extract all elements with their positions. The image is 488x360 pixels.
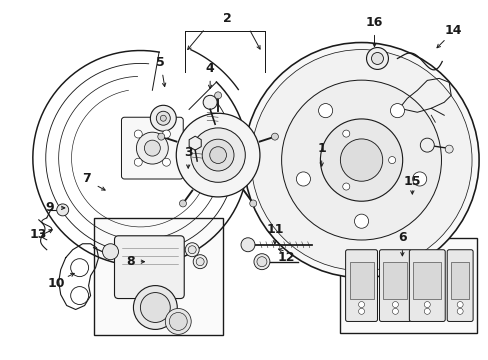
Circle shape [244,42,478,278]
FancyBboxPatch shape [447,250,472,321]
Circle shape [392,302,398,307]
Text: 1: 1 [317,141,325,155]
Circle shape [366,48,387,69]
Circle shape [133,285,177,329]
Text: 5: 5 [156,56,164,69]
Circle shape [193,255,207,269]
Circle shape [271,133,278,140]
Circle shape [185,243,199,257]
Circle shape [160,115,166,121]
Circle shape [342,130,349,137]
Bar [383,262,407,299]
Text: 2: 2 [222,12,231,25]
Circle shape [340,139,382,181]
Circle shape [176,113,260,197]
FancyBboxPatch shape [121,117,183,179]
Circle shape [169,312,187,330]
Bar [93,218,223,336]
Circle shape [150,105,176,131]
Circle shape [214,92,221,99]
FancyBboxPatch shape [379,250,410,321]
Circle shape [190,128,245,182]
Circle shape [424,302,429,307]
Circle shape [424,309,429,314]
Text: 12: 12 [277,251,294,264]
Circle shape [144,140,160,156]
Circle shape [358,302,364,307]
Circle shape [209,147,226,163]
Text: 10: 10 [48,277,65,290]
Text: 4: 4 [205,62,214,75]
Circle shape [318,104,332,118]
Circle shape [71,287,88,305]
Circle shape [140,293,170,323]
Circle shape [420,138,433,152]
Circle shape [162,130,170,138]
Circle shape [392,309,398,314]
Circle shape [250,50,471,271]
Circle shape [203,95,217,109]
Bar [412,262,440,299]
Circle shape [196,258,203,266]
Circle shape [256,257,266,267]
Circle shape [71,259,88,276]
Text: 6: 6 [397,231,406,244]
Bar [339,238,476,333]
Circle shape [281,80,441,240]
Bar [450,262,468,299]
Circle shape [158,133,164,140]
Circle shape [202,139,234,171]
Circle shape [241,238,254,252]
Text: 16: 16 [365,16,383,29]
Circle shape [444,145,452,153]
Circle shape [249,200,256,207]
Circle shape [165,309,191,334]
Circle shape [57,204,68,216]
Circle shape [179,200,186,207]
FancyBboxPatch shape [114,236,184,298]
Circle shape [371,53,383,64]
Circle shape [134,158,142,166]
Text: 3: 3 [183,145,192,159]
FancyBboxPatch shape [408,250,444,321]
Circle shape [354,214,368,228]
Circle shape [456,302,462,307]
Circle shape [134,130,142,138]
Text: 11: 11 [265,223,283,236]
Text: 13: 13 [29,228,46,241]
Circle shape [389,104,404,118]
FancyBboxPatch shape [345,250,377,321]
Text: 9: 9 [45,201,54,215]
Text: 14: 14 [444,24,461,37]
Circle shape [456,309,462,314]
Circle shape [412,172,426,186]
Circle shape [342,183,349,190]
Circle shape [188,246,196,254]
Text: 8: 8 [126,255,135,268]
Circle shape [388,157,395,163]
Text: 7: 7 [82,171,91,185]
Circle shape [358,309,364,314]
Circle shape [136,132,168,164]
Bar [349,262,373,299]
Text: 15: 15 [403,175,420,189]
Circle shape [296,172,310,186]
Circle shape [320,119,402,201]
Circle shape [253,254,269,270]
Circle shape [102,244,118,260]
Circle shape [162,158,170,166]
Circle shape [156,111,170,125]
